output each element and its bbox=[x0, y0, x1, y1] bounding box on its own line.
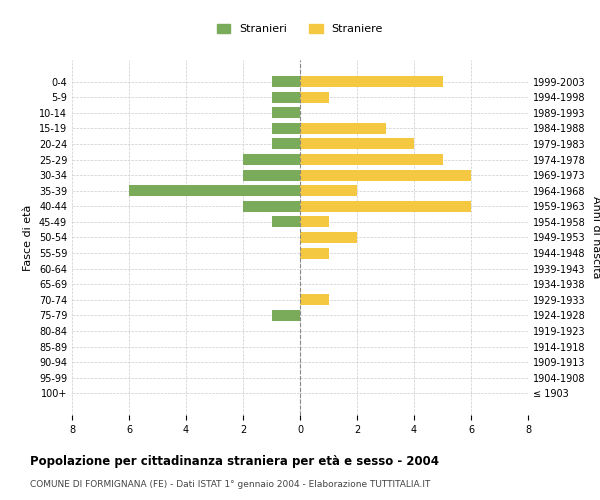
Bar bbox=[271, 138, 300, 149]
Bar bbox=[300, 186, 357, 196]
Bar bbox=[300, 216, 329, 228]
Bar bbox=[300, 92, 329, 102]
Bar bbox=[300, 201, 471, 212]
Bar bbox=[271, 216, 300, 228]
Bar bbox=[300, 248, 329, 258]
Bar bbox=[243, 170, 300, 180]
Bar bbox=[300, 138, 414, 149]
Bar bbox=[300, 294, 329, 306]
Bar bbox=[300, 232, 357, 243]
Bar bbox=[300, 154, 443, 165]
Bar bbox=[271, 92, 300, 102]
Bar bbox=[271, 76, 300, 87]
Text: COMUNE DI FORMIGNANA (FE) - Dati ISTAT 1° gennaio 2004 - Elaborazione TUTTITALIA: COMUNE DI FORMIGNANA (FE) - Dati ISTAT 1… bbox=[30, 480, 430, 489]
Bar bbox=[300, 170, 471, 180]
Bar bbox=[271, 123, 300, 134]
Bar bbox=[300, 76, 443, 87]
Y-axis label: Anni di nascita: Anni di nascita bbox=[591, 196, 600, 279]
Bar bbox=[243, 201, 300, 212]
Bar bbox=[129, 186, 300, 196]
Legend: Stranieri, Straniere: Stranieri, Straniere bbox=[212, 20, 388, 38]
Bar bbox=[243, 154, 300, 165]
Bar bbox=[300, 123, 386, 134]
Text: Popolazione per cittadinanza straniera per età e sesso - 2004: Popolazione per cittadinanza straniera p… bbox=[30, 455, 439, 468]
Y-axis label: Fasce di età: Fasce di età bbox=[23, 204, 33, 270]
Bar bbox=[271, 108, 300, 118]
Bar bbox=[271, 310, 300, 321]
